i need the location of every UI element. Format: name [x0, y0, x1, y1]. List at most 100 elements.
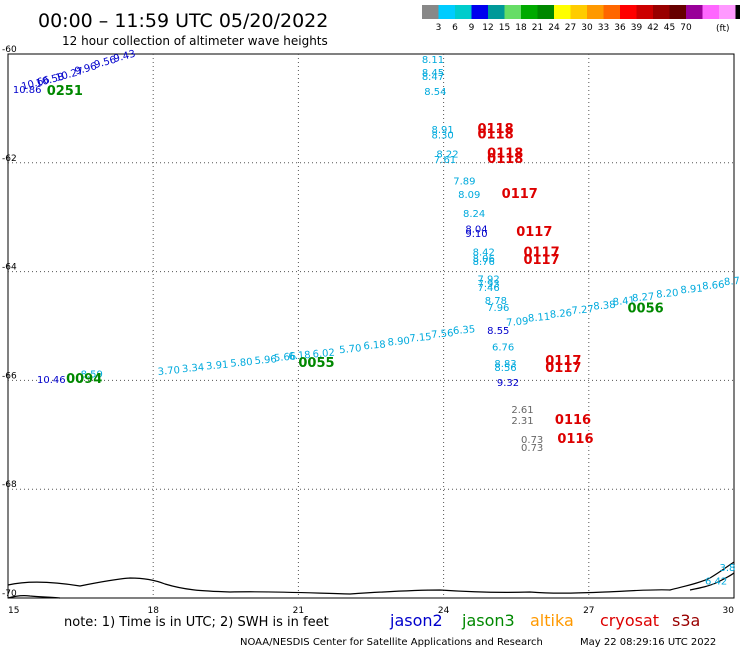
wave-height-label: 7.92 — [477, 274, 499, 285]
wave-height-label: 6.76 — [492, 342, 514, 353]
colorbar-swatch — [422, 5, 439, 19]
wave-height-label: 8.66 — [702, 280, 725, 293]
colorbar-swatch — [455, 5, 472, 19]
wave-height-label: 8.22 — [436, 149, 458, 160]
wave-height-label: 7.61 — [434, 155, 456, 166]
colorbar-tick-label: 12 — [482, 23, 493, 33]
wave-height-label: 10.86 — [13, 85, 42, 96]
wave-height-label: 8.38 — [593, 300, 616, 313]
wave-height-label: 6.18 — [363, 339, 386, 352]
coastline-lower — [7, 595, 61, 599]
y-tick-label: -66 — [2, 371, 17, 381]
wave-height-label: 8.41 — [612, 295, 635, 308]
colorbar-swatch — [669, 5, 686, 19]
x-tick-label: 21 — [293, 606, 304, 616]
wave-height-label: 8.04 — [465, 224, 487, 235]
wave-height-label: 8.26 — [549, 308, 572, 321]
wave-height-label: 8.45 — [422, 68, 444, 79]
wave-height-label: 8.30 — [432, 130, 454, 141]
legend-item-altika: altika — [530, 611, 574, 630]
wave-height-label: 9.10 — [465, 229, 487, 240]
wave-height-label: 5.66 — [274, 351, 297, 364]
x-tick-label: 27 — [583, 606, 594, 616]
wave-height-label: 8.06 — [473, 254, 495, 265]
wave-height-label: 8.11 — [528, 312, 551, 325]
colorbar-tick-label: 42 — [647, 23, 658, 33]
colorbar-swatch — [488, 5, 505, 19]
colorbar-swatch — [521, 5, 538, 19]
wave-height-label: 7.46 — [477, 283, 499, 294]
pass-label: 0118 — [487, 152, 523, 167]
colorbar-swatch — [554, 5, 571, 19]
colorbar-swatch — [587, 5, 604, 19]
axes: 15 18 21 24 27 30 -60 -62 -64 -66 -68 -70 — [2, 45, 734, 616]
colorbar-swatch — [636, 5, 653, 19]
wave-height-label: 8.83 — [494, 359, 516, 370]
pass-label: 0251 — [47, 84, 83, 99]
x-tick-label: 18 — [147, 606, 159, 616]
colorbar-swatch — [471, 5, 488, 19]
colorbar-swatch — [719, 5, 736, 19]
wave-height-label: 8.91 — [432, 125, 454, 136]
colorbar-unit: (ft) — [716, 24, 730, 34]
legend-item-jason2: jason2 — [389, 611, 443, 630]
wave-height-label: 0.73 — [521, 435, 543, 446]
colorbar-swatch — [537, 5, 554, 19]
x-tick-label: 15 — [8, 606, 19, 616]
wave-height-label: 3.91 — [206, 360, 229, 373]
color-scale-legend: 3 6 9 12 15 18 21 24 27 30 33 36 39 42 45 70 — [422, 5, 740, 33]
pass-label: 0118 — [477, 127, 513, 142]
pass-label: 0117 — [516, 225, 552, 240]
footer-timestamp: May 22 08:29:16 UTC 2022 — [580, 637, 716, 648]
wave-height-label: 8.78 — [485, 296, 507, 307]
colorbar-tick-label: 6 — [452, 23, 458, 33]
colorbar-tick-label: 30 — [581, 23, 593, 33]
wave-height-label: 5.70 — [339, 343, 362, 356]
colorbar-tick-label: 24 — [548, 23, 560, 33]
colorbar-swatch — [702, 5, 719, 19]
colorbar-tick-label: 15 — [499, 23, 510, 33]
wave-height-label: 8.20 — [656, 288, 679, 301]
colorbar-tick-label: 27 — [565, 23, 576, 33]
page-title: 00:00 – 11:59 UTC 05/20/2022 — [38, 10, 328, 32]
y-tick-label: -62 — [2, 154, 17, 164]
pass-label: 0118 — [487, 146, 523, 161]
pass-label: 0094 — [66, 372, 102, 387]
wave-height-label: 6.42 — [705, 576, 727, 587]
wave-height-label: 5.80 — [230, 357, 253, 370]
wave-height-labels: 10.8610.6610.5810.279.969.569.4302518.11… — [13, 49, 740, 588]
wave-height-label: 7.56 — [431, 328, 454, 341]
pass-label: 0056 — [628, 301, 664, 316]
wave-height-label: 8.55 — [487, 326, 509, 337]
colorbar-swatch — [735, 5, 740, 19]
wave-height-label: 8.76 — [473, 257, 495, 268]
colorbar-tick-label: 39 — [631, 23, 643, 33]
colorbar-swatch — [603, 5, 620, 19]
wave-height-label: 7.15 — [409, 332, 432, 345]
wave-height-label: 6.02 — [312, 348, 335, 361]
wave-height-label: 8.42 — [473, 247, 495, 258]
wave-height-label: 3.70 — [157, 365, 180, 378]
pass-label: 0117 — [523, 245, 559, 260]
wave-height-label: 8.59 — [81, 370, 103, 381]
colorbar-swatch — [504, 5, 521, 19]
colorbar-tick-label: 70 — [680, 23, 692, 33]
x-tick-label: 24 — [438, 606, 450, 616]
colorbar-tick-label: 18 — [515, 23, 527, 33]
colorbar-tick-label: 21 — [532, 23, 543, 33]
footer-note: note: 1) Time is in UTC; 2) SWH is in fe… — [64, 615, 329, 630]
wave-height-label: 10.46 — [37, 375, 66, 386]
wave-height-label: 2.31 — [511, 416, 533, 427]
colorbar-tick-label: 9 — [469, 23, 475, 33]
grid-lines — [8, 54, 734, 598]
pass-label: 0117 — [502, 187, 538, 202]
wave-height-label: 8.90 — [387, 336, 410, 349]
wave-height-label: 8.24 — [463, 209, 485, 220]
colorbar-swatch — [438, 5, 455, 19]
colorbar-tick-label: 36 — [614, 23, 626, 33]
pass-label: 0117 — [523, 253, 559, 268]
wave-height-label: 7.09 — [506, 316, 529, 329]
y-tick-label: -60 — [2, 45, 17, 55]
wave-height-label: 3.34 — [182, 362, 205, 375]
